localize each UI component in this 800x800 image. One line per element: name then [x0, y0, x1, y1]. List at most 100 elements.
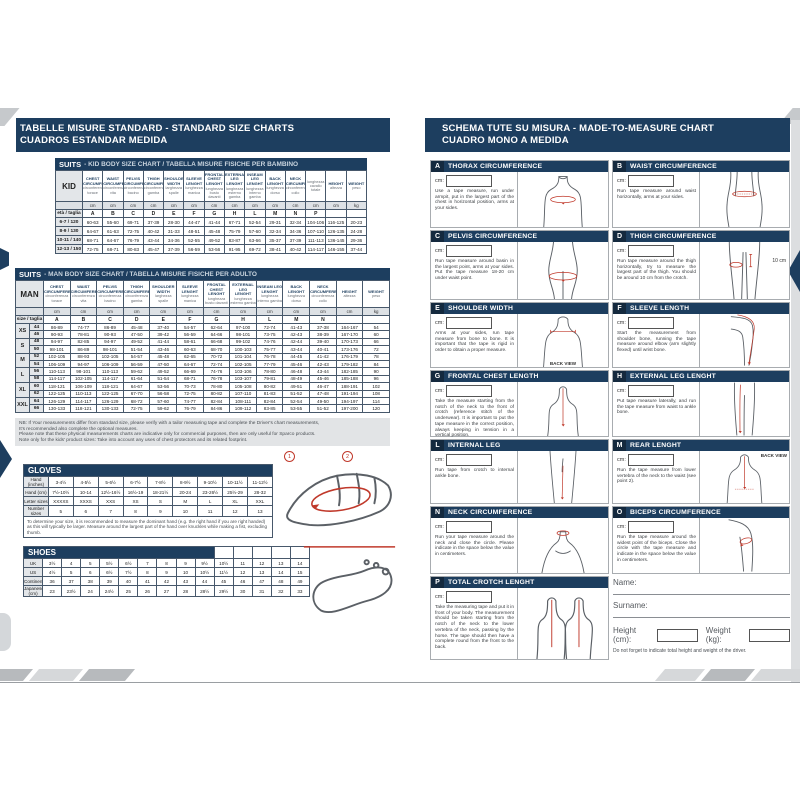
measure-section-m: M REAR LENGHT cm: Run the tape measure from… [612, 439, 790, 504]
section-letter-badge: O [613, 507, 626, 518]
size-group-cell: XS [15, 323, 30, 339]
size-cell: 54 [29, 359, 44, 369]
row-label: UK [22, 558, 44, 568]
value-cell: 11 [232, 558, 253, 568]
surname-input-line[interactable] [613, 610, 790, 618]
column-header: NECK CIRCUMFER.circonferenza collo [284, 170, 307, 202]
value-cell: 28½ [194, 585, 215, 597]
name-input-line[interactable] [613, 587, 790, 595]
bottom-rule [0, 682, 800, 683]
cm-input-o[interactable] [627, 521, 674, 533]
value-cell: 66 [362, 337, 390, 347]
value-cell: 51-52 [309, 404, 337, 413]
value-cell: 80-82 [202, 389, 231, 398]
ten-cm-annotation: 10 cm [772, 258, 786, 264]
section-title: THIGH CIRCUMFERENCE [630, 233, 717, 240]
value-cell: 29-31 [264, 217, 286, 227]
man-wrap-title[interactable]: SUITS - MAN BODY SIZE CHART / TABELLA MIS… [15, 268, 390, 280]
cm-input-n[interactable] [445, 521, 492, 533]
letter-cell [362, 315, 390, 324]
cm-input-f[interactable] [627, 317, 674, 329]
shoes-wrap: SHOES UK 3½ 4 5 5½ 6½ 7 8 9 9½ 10½ 11 12 13 14 US 4½ 5 6 6½ 7… [22, 546, 311, 597]
value-cell: S [147, 496, 174, 506]
cm-input-h[interactable] [627, 385, 674, 397]
value-cell: 167-170 [335, 330, 364, 339]
value-cell: 86-89 [43, 322, 71, 332]
value-cell: 56-59 [183, 244, 205, 254]
value-cell: 60-63 [176, 345, 204, 354]
size-cell: 6-7 / 120 [55, 217, 83, 227]
letter-cell: B [102, 209, 124, 218]
value-cell: 103-107 [229, 374, 257, 384]
value-cell: 73-75 [255, 330, 284, 339]
section-title: REAR LENGHT [630, 442, 682, 449]
row-label: Letter sizes [23, 496, 49, 506]
value-cell: 48-49 [282, 374, 311, 384]
letter-cell: G [202, 315, 231, 324]
value-cell: 120 [362, 404, 390, 413]
height-input[interactable] [657, 628, 698, 642]
column-header: THIGH CIRCUMFERENCEcirconferenza gamba [122, 280, 151, 308]
letter-cell: H [223, 209, 246, 218]
form-note: Do not forget to indicate total height a… [613, 648, 747, 654]
unit-cell: cm [142, 201, 165, 210]
cm-label: cm: [435, 320, 444, 326]
section-description: Run your tape measure around the neck an… [435, 535, 514, 558]
value-cell: 74-77 [176, 396, 204, 406]
measure-section-a: A THORAX CIRCUMFERENCE cm: Use a tape measu… [430, 160, 609, 228]
value-cell: 59-62 [122, 367, 151, 376]
value-cell: 10-11½ [222, 476, 249, 488]
section-illustration: 10 cm [699, 242, 789, 299]
value-cell: 88-93 [69, 352, 98, 361]
letter-cell: C [96, 315, 124, 324]
letter-cell: M [282, 315, 311, 324]
kid-wrap-title[interactable]: SUITS - KID BODY SIZE CHART / TABELLA MIS… [55, 158, 367, 170]
value-cell: 20-23 [345, 217, 368, 227]
section-description: Take the measure starting from the notch… [435, 399, 514, 439]
letter-cell: B [69, 315, 98, 324]
value-cell: 68-70 [202, 345, 231, 354]
cm-input-b[interactable] [627, 175, 674, 187]
value-cell: 102 [362, 382, 390, 391]
cm-input-g[interactable] [445, 385, 492, 397]
value-cell: 86-89 [69, 345, 98, 354]
value-cell: 37-39 [284, 235, 307, 245]
unit-cell: cm [244, 201, 266, 210]
section-title-bar: C PELVIS CIRCUMFERENCE [431, 231, 608, 242]
cm-label: cm: [617, 388, 626, 394]
unit-cell: cm [81, 201, 104, 210]
value-cell: 110-113 [69, 389, 98, 398]
cm-input-d[interactable] [627, 245, 674, 257]
section-text-column: cm: Run the tape measure from lower verte… [613, 451, 699, 503]
value-cell: 98-101 [96, 345, 124, 354]
value-cell: 63-66 [244, 235, 266, 245]
row-label: Continental [22, 576, 44, 586]
value-cell: 60-63 [81, 217, 104, 227]
column-header: INSEAM LEG LENGHT lunghezza interno gamba [244, 170, 266, 202]
cm-input-l[interactable] [445, 454, 492, 466]
size-group-cell: M [15, 352, 30, 369]
weight-input[interactable] [749, 628, 790, 642]
cm-input-p[interactable] [445, 591, 492, 603]
section-description: Run tape measure around waist horizontal… [617, 189, 696, 200]
cm-input-c[interactable] [445, 245, 492, 257]
value-cell: 102-105 [229, 359, 257, 369]
unit-cell: cm [122, 307, 151, 316]
value-cell: 81-83 [255, 389, 284, 398]
cm-input-e[interactable] [445, 317, 492, 329]
bottom-stripe [28, 669, 84, 681]
unit-cell: cm [284, 201, 307, 210]
value-cell: 20-24 [172, 487, 199, 497]
cm-input-m[interactable] [627, 454, 674, 466]
cm-input-a[interactable] [445, 175, 492, 187]
value-cell: 56-59 [122, 359, 151, 369]
section-title-bar: H EXTERNAL LEG LENGHT [613, 371, 789, 382]
section-illustration [517, 588, 608, 659]
column-header: PELVIS CIRCUMFERENCEcirconferenza bacino [96, 280, 124, 308]
value-cell: 74-76 [202, 367, 231, 376]
value-cell: 61-64 [122, 374, 151, 384]
value-cell: 72-75 [122, 226, 144, 236]
value-cell: 37-39 [163, 244, 185, 254]
value-cell: 70-72 [202, 352, 231, 361]
value-cell: 54-57 [176, 322, 204, 332]
